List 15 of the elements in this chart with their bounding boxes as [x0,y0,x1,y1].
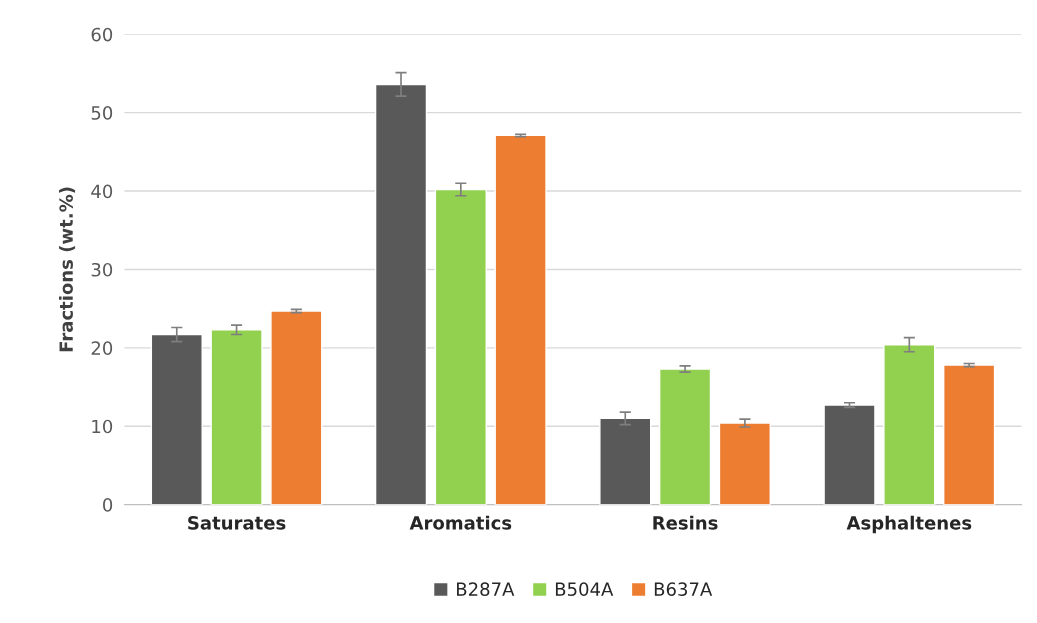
y-tick-label: 0 [103,498,113,512]
y-tick-label: 20 [91,341,113,355]
y-tick-label: 40 [91,184,113,199]
y-axis-title: Fractions (wt.%) [58,187,76,352]
y-tick-label: 30 [91,262,113,277]
legend-label: B637A [654,582,713,596]
y-tick-label: 60 [91,27,113,42]
y-tick-label: 10 [92,419,113,434]
y-tick-label: 50 [91,106,113,120]
x-tick-label: Saturates [188,516,286,530]
legend-label: B504A [555,582,614,596]
x-tick-label: Resins [653,515,718,530]
legend-label: B287A [457,582,515,596]
x-tick-label: Asphaltenes [846,515,972,534]
x-tick-label: Aromatics [409,515,512,530]
